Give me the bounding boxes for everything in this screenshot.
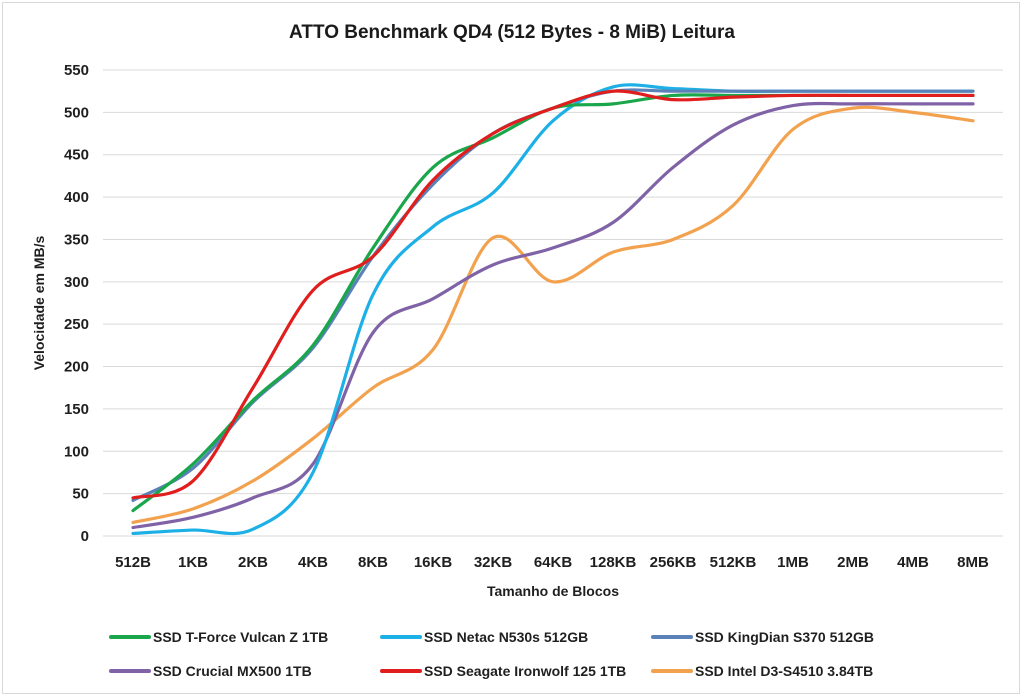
- x-tick-label: 1MB: [777, 554, 809, 571]
- gridlines: [103, 69, 1003, 537]
- y-axis-title: Velocidade em MB/s: [31, 235, 47, 370]
- x-tick-label: 2MB: [837, 554, 869, 571]
- x-tick-label: 128KB: [590, 554, 637, 571]
- y-tick-label: 250: [64, 316, 89, 333]
- x-tick-label: 8MB: [957, 554, 989, 571]
- chart-title: ATTO Benchmark QD4 (512 Bytes - 8 MiB) L…: [289, 22, 735, 43]
- y-tick-label: 200: [64, 359, 89, 376]
- legend-label: SSD T-Force Vulcan Z 1TB: [153, 629, 328, 645]
- series-line-6: [131, 105, 975, 525]
- legend-label: SSD Netac N530s 512GB: [424, 629, 588, 645]
- legend-label: SSD KingDian S370 512GB: [695, 629, 874, 645]
- y-tick-label: 400: [64, 189, 89, 206]
- x-tick-label: 2KB: [238, 554, 268, 571]
- y-tick-label: 100: [64, 443, 89, 460]
- x-tick-label: 4KB: [298, 554, 328, 571]
- y-tick-label: 150: [64, 401, 89, 418]
- y-tick-label: 500: [64, 104, 89, 121]
- x-axis-title: Tamanho de Blocos: [487, 583, 619, 599]
- series-line-2: [131, 83, 975, 536]
- series-lines: [131, 83, 975, 536]
- series-line-3: [131, 88, 975, 503]
- series-line-1: [131, 93, 975, 513]
- y-tick-label: 300: [64, 274, 89, 291]
- series-line-5: [131, 89, 975, 500]
- x-tick-label: 512KB: [710, 554, 757, 571]
- x-tick-label: 16KB: [414, 554, 453, 571]
- y-axis-ticks: 0 50 100 150 200 250 300 350 400 450 500 550: [64, 62, 89, 545]
- series-line-4: [131, 101, 975, 530]
- legend-label: SSD Seagate Ironwolf 125 1TB: [424, 663, 626, 679]
- x-axis-ticks: 512B 1KB 2KB 4KB 8KB 16KB 32KB 64KB 128KB 256KB 51…: [115, 554, 989, 571]
- x-tick-label: 256KB: [650, 554, 697, 571]
- x-tick-label: 8KB: [358, 554, 388, 571]
- y-tick-label: 0: [81, 528, 89, 545]
- x-tick-label: 32KB: [474, 554, 513, 571]
- y-tick-label: 550: [64, 62, 89, 79]
- legend: SSD T-Force Vulcan Z 1TB SSD Netac N530s …: [109, 629, 874, 679]
- y-tick-label: 350: [64, 231, 89, 248]
- x-tick-label: 1KB: [178, 554, 208, 571]
- x-tick-label: 4MB: [897, 554, 929, 571]
- y-tick-label: 450: [64, 147, 89, 164]
- y-tick-label: 50: [72, 486, 89, 503]
- legend-label: SSD Crucial MX500 1TB: [153, 663, 312, 679]
- x-tick-label: 512B: [115, 554, 151, 571]
- legend-label: SSD Intel D3-S4510 3.84TB: [695, 663, 873, 679]
- x-tick-label: 64KB: [534, 554, 573, 571]
